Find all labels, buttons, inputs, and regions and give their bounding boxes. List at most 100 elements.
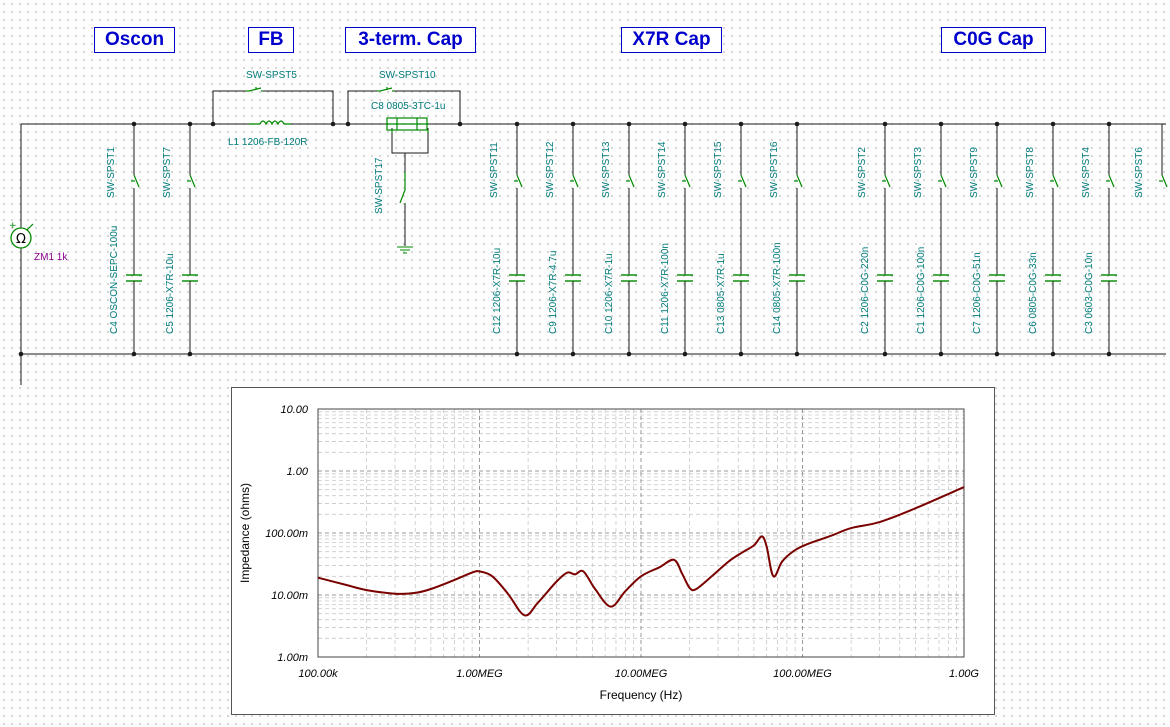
capacitor-branch bbox=[733, 121, 749, 357]
branch-switch-icon[interactable] bbox=[738, 174, 747, 188]
x-axis-label: Frequency (Hz) bbox=[600, 688, 683, 702]
branch-switch-icon[interactable] bbox=[882, 174, 891, 188]
switch-label: SW-SPST8 bbox=[1025, 147, 1036, 198]
branch-switch-icon[interactable] bbox=[131, 174, 140, 188]
branch-switch-icon[interactable] bbox=[626, 174, 635, 188]
switch-label: SW-SPST13 bbox=[601, 141, 612, 198]
capacitor-icon[interactable] bbox=[989, 274, 1005, 282]
capacitor-icon[interactable] bbox=[677, 274, 693, 282]
capacitor-icon[interactable] bbox=[509, 274, 525, 282]
branch-switch-icon[interactable] bbox=[187, 174, 196, 188]
capacitor-icon[interactable] bbox=[877, 274, 893, 282]
branch-switch-icon[interactable] bbox=[682, 174, 691, 188]
capacitor-branch bbox=[621, 121, 637, 357]
junction-dot bbox=[570, 121, 576, 127]
inductor-icon[interactable] bbox=[249, 120, 291, 126]
junction-dot bbox=[682, 351, 688, 357]
header-c0g-cap: C0G Cap bbox=[941, 27, 1046, 53]
junction-dot bbox=[187, 351, 193, 357]
header-fb: FB bbox=[248, 27, 294, 53]
capacitor-icon[interactable] bbox=[621, 274, 637, 282]
impedance-meter-icon[interactable]: Ω + bbox=[9, 221, 34, 249]
branch-switch-icon[interactable] bbox=[1050, 174, 1059, 188]
junction-dot bbox=[994, 121, 1000, 127]
capacitor-branch bbox=[1101, 121, 1117, 357]
x-tick-label: 10.00MEG bbox=[615, 668, 668, 680]
junction-dot bbox=[626, 121, 632, 127]
capacitor-branch bbox=[877, 121, 893, 357]
capacitor-label: C3 0603-C0G-10n bbox=[1084, 252, 1095, 334]
capacitor-icon[interactable] bbox=[789, 274, 805, 282]
capacitor-icon[interactable] bbox=[733, 274, 749, 282]
capacitor-branch bbox=[933, 121, 949, 357]
capacitor-branch bbox=[126, 121, 142, 357]
capacitor-branch bbox=[1159, 124, 1168, 188]
capacitor-branch bbox=[789, 121, 805, 357]
junction-dot bbox=[738, 351, 744, 357]
y-tick-label: 1.00 bbox=[287, 466, 309, 478]
inductor-label: L1 1206-FB-120R bbox=[228, 137, 308, 148]
three-terminal-cap-icon[interactable] bbox=[386, 117, 429, 133]
junction-dot bbox=[938, 351, 944, 357]
y-tick-label: 100.00m bbox=[265, 528, 308, 540]
capacitor-icon[interactable] bbox=[933, 274, 949, 282]
junction-dot bbox=[131, 121, 137, 127]
capacitor-label: C9 1206-X7R-4.7u bbox=[548, 251, 559, 334]
junction-dot bbox=[131, 351, 137, 357]
y-axis-label: Impedance (ohms) bbox=[238, 483, 252, 583]
junction-dot bbox=[682, 121, 688, 127]
junction-dot bbox=[882, 351, 888, 357]
capacitor-icon[interactable] bbox=[1101, 274, 1117, 282]
junction-dot bbox=[514, 121, 520, 127]
junction-dot bbox=[1106, 351, 1112, 357]
x-tick-label: 1.00MEG bbox=[456, 668, 503, 680]
junction-dot bbox=[994, 351, 1000, 357]
switch-label: SW-SPST11 bbox=[489, 142, 500, 198]
junction-dot bbox=[187, 121, 193, 127]
switch-label: SW-SPST14 bbox=[657, 141, 668, 198]
junction-dot bbox=[794, 351, 800, 357]
x-tick-label: 1.00G bbox=[949, 668, 979, 680]
capacitor-icon[interactable] bbox=[565, 274, 581, 282]
branch-switch-icon[interactable] bbox=[514, 174, 523, 188]
y-tick-label: 10.00 bbox=[280, 404, 308, 416]
capacitor-label: C10 1206-X7R-1u bbox=[604, 253, 615, 334]
cap-3term-label: C8 0805-3TC-1u bbox=[371, 101, 445, 112]
y-tick-label: 1.00m bbox=[277, 652, 308, 664]
switch-fb-bypass[interactable] bbox=[246, 87, 263, 92]
capacitor-branch bbox=[1045, 121, 1061, 357]
branch-switch-icon[interactable] bbox=[1159, 174, 1168, 188]
capacitor-label: C7 1206-C0G-51n bbox=[972, 252, 983, 334]
junction-dot bbox=[1050, 351, 1056, 357]
capacitor-icon[interactable] bbox=[1045, 274, 1061, 282]
switch-label: SW-SPST12 bbox=[545, 141, 556, 198]
header-3-term-cap: 3-term. Cap bbox=[345, 27, 476, 53]
meter-label: ZM1 1k bbox=[34, 252, 68, 263]
junction-dot bbox=[626, 351, 632, 357]
capacitor-icon[interactable] bbox=[126, 274, 142, 282]
capacitor-label: C4 OSCON-SEPC-100u bbox=[109, 226, 120, 334]
capacitor-label: C14 0805-X7R-100n bbox=[772, 242, 783, 334]
impedance-curve bbox=[317, 486, 965, 617]
capacitor-branch bbox=[565, 121, 581, 357]
switch-3term-ground[interactable] bbox=[399, 172, 406, 204]
capacitor-branch bbox=[509, 121, 525, 357]
junction-dot bbox=[514, 351, 520, 357]
junction-dot bbox=[738, 121, 744, 127]
switch-label: SW-SPST9 bbox=[969, 147, 980, 198]
capacitor-label: C13 0805-X7R-1u bbox=[716, 253, 727, 334]
branch-switch-icon[interactable] bbox=[1106, 174, 1115, 188]
capacitor-label: C12 1206-X7R-10u bbox=[492, 248, 503, 334]
branch-switch-icon[interactable] bbox=[994, 174, 1003, 188]
switch-fb-label: SW-SPST5 bbox=[246, 70, 297, 81]
branch-switch-icon[interactable] bbox=[938, 174, 947, 188]
y-tick-labels: 1.00m 10.00m 100.00m 1.00 10.00 bbox=[265, 404, 309, 664]
switch-label: SW-SPST4 bbox=[1081, 147, 1092, 198]
branch-switch-icon[interactable] bbox=[794, 174, 803, 188]
branch-switch-icon[interactable] bbox=[570, 174, 579, 188]
capacitor-icon[interactable] bbox=[182, 274, 198, 282]
y-tick-label: 10.00m bbox=[271, 590, 308, 602]
switch-3term-bypass[interactable] bbox=[377, 87, 394, 92]
junction-dot bbox=[570, 351, 576, 357]
ground-icon bbox=[397, 246, 413, 254]
